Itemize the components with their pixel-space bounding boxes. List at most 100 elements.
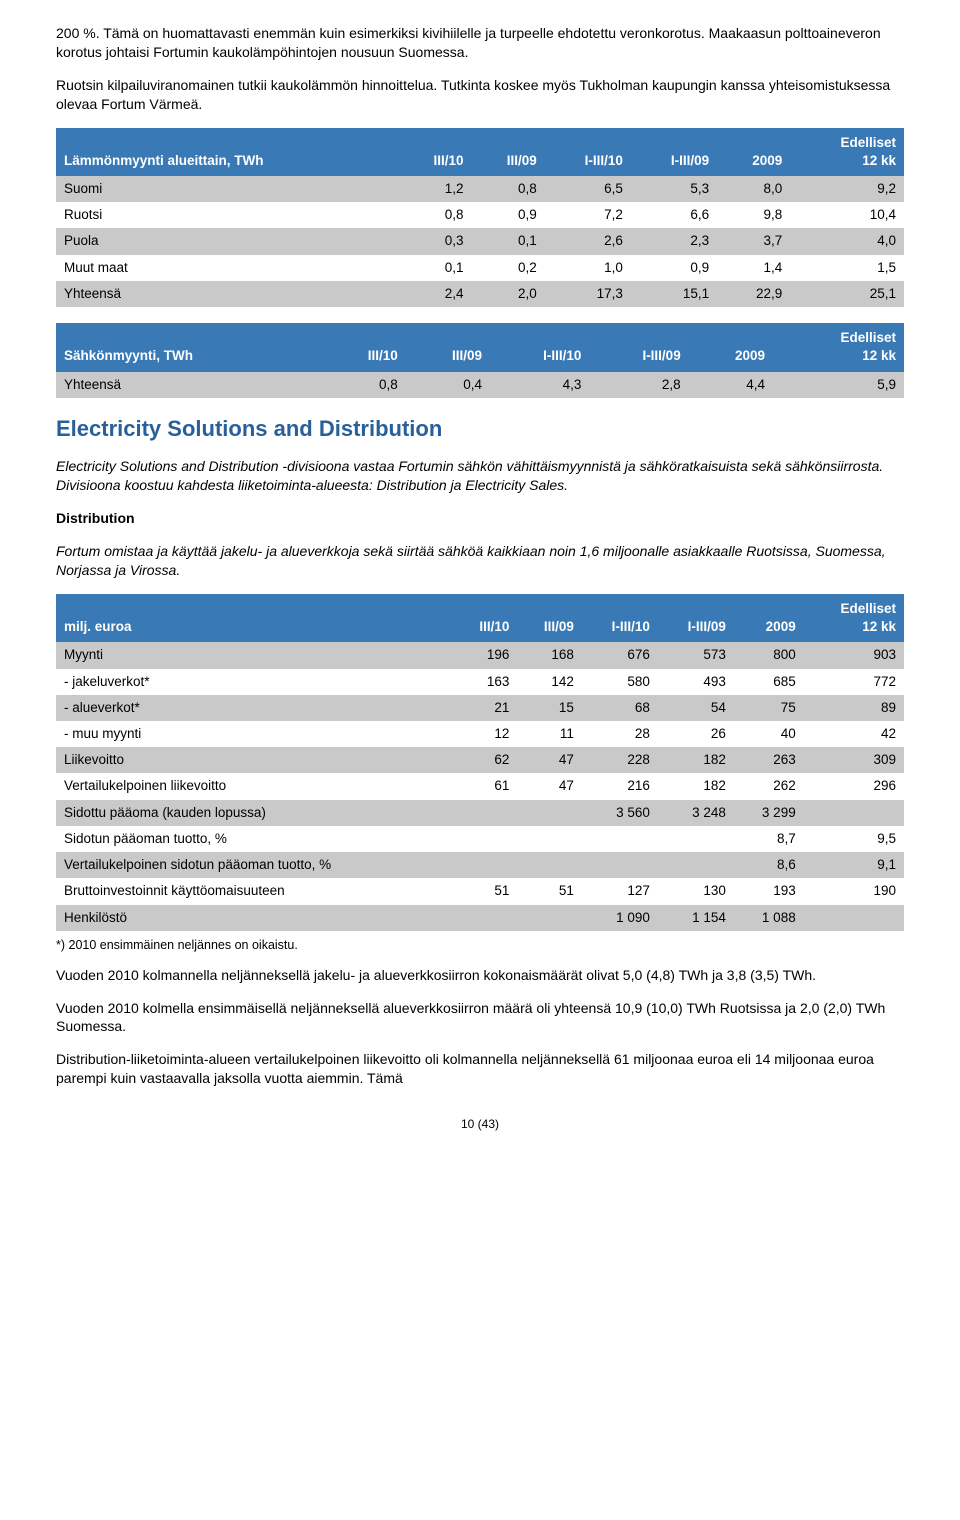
row-label: Vertailukelpoinen liikevoitto xyxy=(56,773,453,799)
cell-value: 2,3 xyxy=(631,228,717,254)
table-column-header: III/10 xyxy=(398,128,471,176)
row-label: Liikevoitto xyxy=(56,747,453,773)
cell-value: 75 xyxy=(734,695,804,721)
cell-value: 0,4 xyxy=(406,372,490,398)
cell-value: 0,8 xyxy=(321,372,405,398)
distribution-description: Fortum omistaa ja käyttää jakelu- ja alu… xyxy=(56,542,904,580)
cell-value: 42 xyxy=(804,721,904,747)
cell-value: 1 088 xyxy=(734,905,804,931)
cell-value: 28 xyxy=(582,721,658,747)
section-heading: Electricity Solutions and Distribution xyxy=(56,414,904,444)
table-row: Muut maat0,10,21,00,91,41,5 xyxy=(56,255,904,281)
row-label: Henkilöstö xyxy=(56,905,453,931)
cell-value: 9,1 xyxy=(804,852,904,878)
table-row: Sidottu pääoma (kauden lopussa) 3 5603 24… xyxy=(56,800,904,826)
cell-value: 22,9 xyxy=(717,281,790,307)
cell-value: 25,1 xyxy=(790,281,904,307)
table-lammonmyynti: Lämmönmyynti alueittain, TWhIII/10III/09… xyxy=(56,128,904,308)
cell-value: 7,2 xyxy=(545,202,631,228)
table-column-header: Edelliset12 kk xyxy=(804,594,904,642)
cell-value: 0,8 xyxy=(472,176,545,202)
cell-value xyxy=(453,852,518,878)
cell-value: 685 xyxy=(734,669,804,695)
cell-value: 2,0 xyxy=(472,281,545,307)
cell-value: 15,1 xyxy=(631,281,717,307)
cell-value: 1,0 xyxy=(545,255,631,281)
cell-value: 3,7 xyxy=(717,228,790,254)
table-column-header: I-III/10 xyxy=(490,323,589,371)
table-column-header: I-III/09 xyxy=(658,594,734,642)
cell-value: 15 xyxy=(517,695,582,721)
row-label: - muu myynti xyxy=(56,721,453,747)
tail-paragraph-1: Vuoden 2010 kolmannella neljänneksellä j… xyxy=(56,966,904,985)
cell-value: 190 xyxy=(804,878,904,904)
row-label: Sidottu pääoma (kauden lopussa) xyxy=(56,800,453,826)
tail-paragraph-2: Vuoden 2010 kolmella ensimmäisellä neljä… xyxy=(56,999,904,1037)
cell-value: 130 xyxy=(658,878,734,904)
row-label: Yhteensä xyxy=(56,372,321,398)
cell-value: 182 xyxy=(658,747,734,773)
cell-value: 4,4 xyxy=(689,372,773,398)
table-row: Suomi1,20,86,55,38,09,2 xyxy=(56,176,904,202)
cell-value xyxy=(517,852,582,878)
table-row: Liikevoitto6247228182263309 xyxy=(56,747,904,773)
cell-value: 772 xyxy=(804,669,904,695)
table-title-cell: Sähkönmyynti, TWh xyxy=(56,323,321,371)
cell-value: 142 xyxy=(517,669,582,695)
cell-value: 17,3 xyxy=(545,281,631,307)
cell-value: 10,4 xyxy=(790,202,904,228)
row-label: Sidotun pääoman tuotto, % xyxy=(56,826,453,852)
cell-value: 4,0 xyxy=(790,228,904,254)
table-row: Yhteensä2,42,017,315,122,925,1 xyxy=(56,281,904,307)
cell-value: 493 xyxy=(658,669,734,695)
subsection-heading: Distribution xyxy=(56,509,904,528)
table-column-header: Edelliset12 kk xyxy=(790,128,904,176)
cell-value: 6,5 xyxy=(545,176,631,202)
cell-value xyxy=(804,905,904,931)
table3-footnote: *) 2010 ensimmäinen neljännes on oikaist… xyxy=(56,937,904,954)
table-row: Myynti196168676573800903 xyxy=(56,642,904,668)
table-row: Bruttoinvestoinnit käyttöomaisuuteen5151… xyxy=(56,878,904,904)
cell-value: 51 xyxy=(453,878,518,904)
row-label: Muut maat xyxy=(56,255,398,281)
table-column-header: III/10 xyxy=(321,323,405,371)
table-row: - alueverkot*211568547589 xyxy=(56,695,904,721)
cell-value: 47 xyxy=(517,773,582,799)
cell-value: 12 xyxy=(453,721,518,747)
row-label: Vertailukelpoinen sidotun pääoman tuotto… xyxy=(56,852,453,878)
cell-value xyxy=(582,826,658,852)
cell-value: 2,4 xyxy=(398,281,471,307)
cell-value: 5,3 xyxy=(631,176,717,202)
cell-value: 3 560 xyxy=(582,800,658,826)
table-row: Vertailukelpoinen liikevoitto61472161822… xyxy=(56,773,904,799)
cell-value xyxy=(804,800,904,826)
cell-value: 9,5 xyxy=(804,826,904,852)
cell-value: 3 248 xyxy=(658,800,734,826)
table-row: - muu myynti121128264042 xyxy=(56,721,904,747)
cell-value: 216 xyxy=(582,773,658,799)
cell-value xyxy=(517,905,582,931)
cell-value: 182 xyxy=(658,773,734,799)
table-column-header: 2009 xyxy=(734,594,804,642)
table-sahkonmyynti: Sähkönmyynti, TWhIII/10III/09I-III/10I-I… xyxy=(56,323,904,398)
row-label: Bruttoinvestoinnit käyttöomaisuuteen xyxy=(56,878,453,904)
cell-value: 4,3 xyxy=(490,372,589,398)
cell-value: 0,1 xyxy=(472,228,545,254)
cell-value: 263 xyxy=(734,747,804,773)
cell-value xyxy=(582,852,658,878)
cell-value xyxy=(453,826,518,852)
cell-value: 0,1 xyxy=(398,255,471,281)
row-label: Ruotsi xyxy=(56,202,398,228)
cell-value xyxy=(658,852,734,878)
table-row: Vertailukelpoinen sidotun pääoman tuotto… xyxy=(56,852,904,878)
cell-value: 800 xyxy=(734,642,804,668)
table-column-header: I-III/09 xyxy=(631,128,717,176)
cell-value: 11 xyxy=(517,721,582,747)
cell-value: 9,2 xyxy=(790,176,904,202)
page-footer: 10 (43) xyxy=(56,1116,904,1132)
cell-value: 9,8 xyxy=(717,202,790,228)
cell-value: 127 xyxy=(582,878,658,904)
cell-value: 6,6 xyxy=(631,202,717,228)
table-column-header: 2009 xyxy=(717,128,790,176)
cell-value: 168 xyxy=(517,642,582,668)
